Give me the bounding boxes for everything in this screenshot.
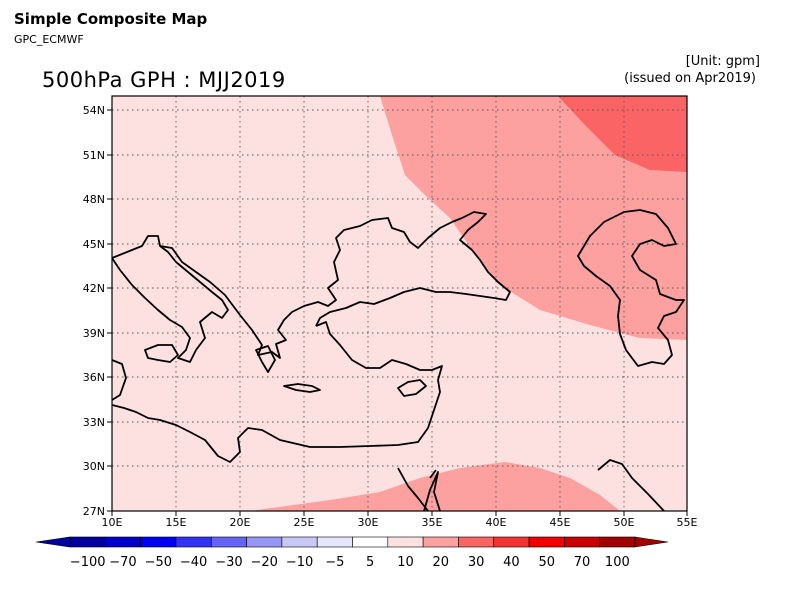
lon-label: 25E: [294, 516, 315, 529]
anatomia-coast: [112, 321, 443, 463]
colorbar-swatch: [458, 536, 495, 548]
lon-label: 45E: [550, 516, 571, 529]
colorbar-swatch: [564, 536, 600, 548]
lat-label: 54N: [83, 104, 105, 117]
lon-label: 30E: [358, 516, 379, 529]
colorbar-label: −40: [180, 555, 207, 570]
colorbar-label: 5: [366, 555, 374, 570]
colorbar-swatch: [387, 536, 424, 548]
coastlines: [112, 209, 685, 511]
issued-label: (issued on Apr2019): [624, 71, 756, 86]
graticule: [112, 96, 687, 511]
lat-labels: 54N 51N 48N 45N 42N 39N 36N 33N 30N 27N: [83, 104, 105, 518]
lat-label: 30N: [83, 460, 105, 473]
colorbar-extend-low: [35, 536, 71, 548]
lat-label: 48N: [83, 193, 105, 206]
anomaly-band-20-30-north: [558, 96, 687, 172]
colorbar-swatch: [493, 536, 530, 548]
colorbar-label: −10: [286, 555, 313, 570]
colorbar-label: 70: [574, 555, 591, 570]
colorbar-swatch: [528, 536, 565, 548]
colorbar-swatch: [105, 536, 141, 548]
balkan-coast: [159, 211, 511, 359]
lat-label: 51N: [83, 149, 105, 162]
lat-label: 42N: [83, 282, 105, 295]
colorbar-label: −20: [251, 555, 278, 570]
cyprus-coast: [397, 379, 427, 397]
colorbar-swatch: [422, 536, 459, 548]
sicily-coast: [144, 344, 179, 363]
unit-label: [Unit: gpm]: [685, 54, 760, 69]
colorbar-swatch: [140, 536, 177, 548]
colorbar-swatch: [175, 536, 212, 548]
colorbar-label: −30: [215, 555, 242, 570]
lat-label: 39N: [83, 327, 105, 340]
lat-label: 45N: [83, 238, 105, 251]
axis-ticks: [107, 109, 688, 516]
colorbar-swatch: [316, 536, 353, 548]
lon-label: 10E: [102, 516, 123, 529]
colorbar-label: −100: [70, 555, 106, 570]
colorbar-swatch: [246, 536, 283, 548]
red-sea-coast: [397, 467, 441, 511]
colorbar-label: 100: [605, 555, 630, 570]
figure-title: Simple Composite Map: [14, 10, 208, 28]
colorbar-label: 20: [433, 555, 450, 570]
lat-label: 33N: [83, 416, 105, 429]
colorbar-extend-high: [634, 536, 669, 548]
lon-label: 15E: [166, 516, 187, 529]
crete-coast: [283, 383, 321, 393]
sardinia-coast: [112, 359, 127, 401]
colorbar-label: −5: [325, 555, 344, 570]
colorbar-swatch: [352, 536, 389, 548]
colorbar-swatch: [69, 536, 106, 548]
italy-coast: [112, 235, 229, 363]
colorbar-swatch: [281, 536, 318, 548]
lon-label: 50E: [614, 516, 635, 529]
lon-label: 40E: [486, 516, 507, 529]
colorbar-swatch: [210, 536, 247, 548]
colorbar-label: 10: [397, 555, 414, 570]
lon-labels: 10E 15E 20E 25E 30E 35E 40E 45E 50E 55E: [102, 516, 698, 529]
lat-label: 36N: [83, 371, 105, 384]
colorbar-label: −50: [145, 555, 172, 570]
colorbar: −100 −70 −50 −40 −30 −20 −10 −5 5 10 20 30 40 50 70 100: [35, 536, 669, 570]
anomaly-band-10-20-north: [380, 96, 687, 340]
map-frame: [111, 95, 688, 512]
colorbar-label: −70: [109, 555, 136, 570]
anomaly-field: [112, 96, 687, 511]
colorbar-swatch: [599, 536, 636, 548]
colorbar-label: 50: [538, 555, 555, 570]
lon-label: 35E: [422, 516, 443, 529]
map-title: 500hPa GPH : MJJ2019: [42, 68, 286, 92]
colorbar-label: 40: [503, 555, 520, 570]
persian-gulf-coast: [597, 459, 665, 511]
source-label: GPC_ECMWF: [14, 33, 84, 46]
lat-label: 27N: [83, 505, 105, 518]
lon-label: 55E: [677, 516, 698, 529]
greece-peloponnese: [255, 345, 276, 373]
colorbar-label: 30: [468, 555, 485, 570]
lon-label: 20E: [230, 516, 251, 529]
caspian-sea: [577, 209, 685, 367]
